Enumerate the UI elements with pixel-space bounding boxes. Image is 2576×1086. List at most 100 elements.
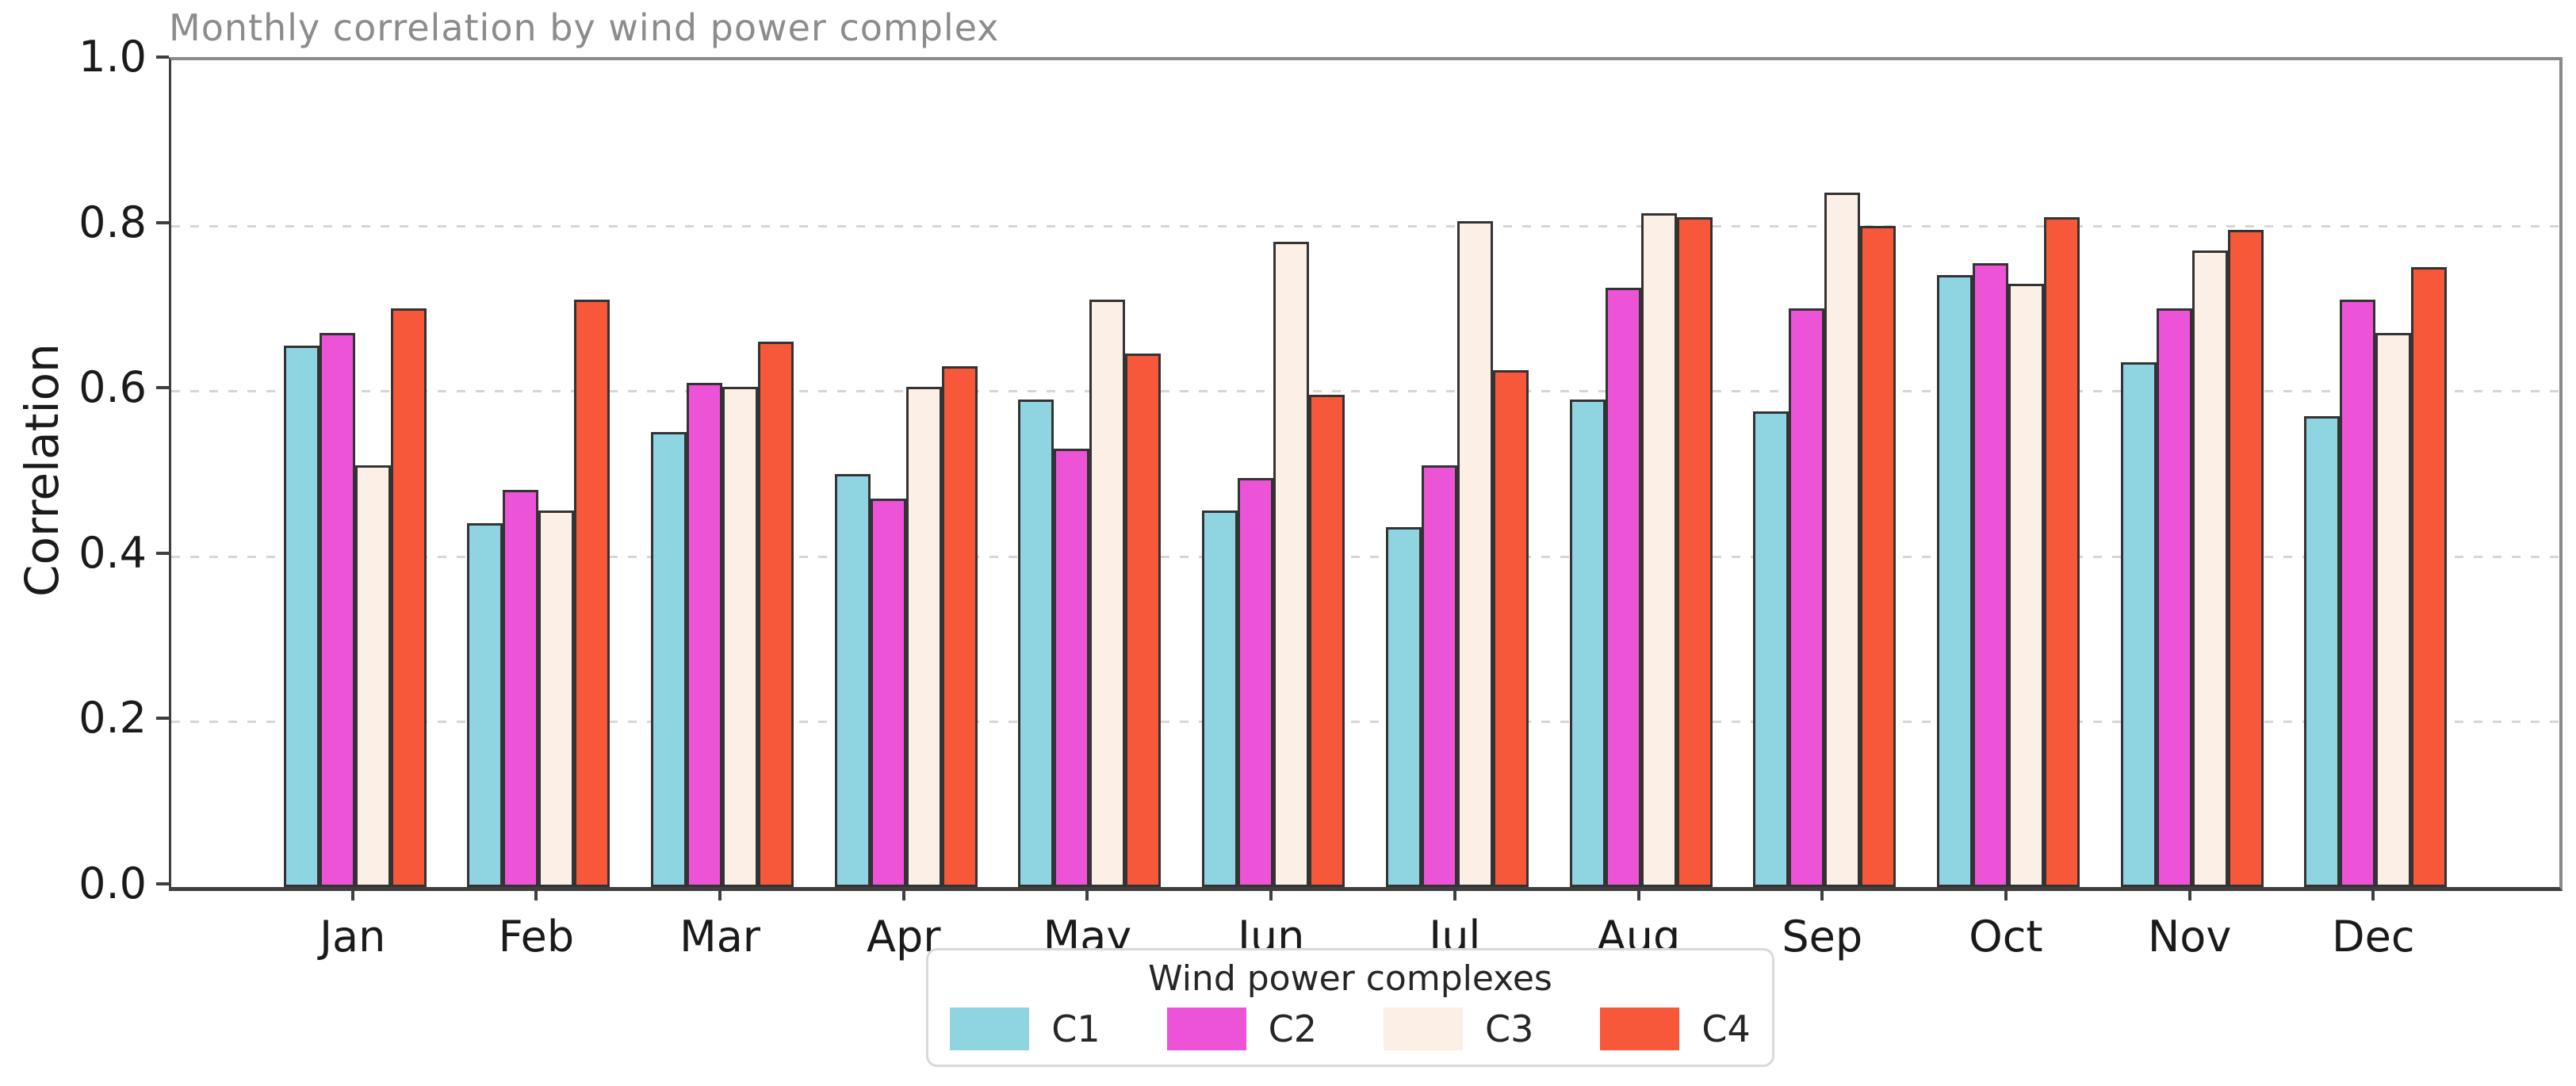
bar-jan-c2: [319, 333, 355, 887]
y-tick-label: 1.0: [78, 32, 147, 82]
bar-aug-c3: [1640, 212, 1677, 887]
bar-aug-c1: [1569, 399, 1606, 887]
bar-feb-c3: [538, 510, 575, 887]
legend-entry-c1: C1: [950, 1008, 1100, 1050]
bar-feb-c4: [574, 300, 611, 887]
bar-jul-c1: [1385, 527, 1422, 887]
bar-mar-c3: [722, 387, 759, 887]
bar-jul-c3: [1456, 221, 1493, 887]
legend: Wind power complexes C1 C2 C3 C4: [926, 948, 1774, 1067]
x-tick-label: Jan: [320, 912, 386, 962]
bar-dec-c4: [2411, 266, 2448, 887]
y-tick: [156, 882, 169, 885]
x-tick-label: Mar: [679, 912, 760, 962]
bar-jan-c4: [390, 308, 427, 887]
legend-swatch-c3: [1384, 1008, 1463, 1050]
bar-aug-c2: [1605, 287, 1641, 887]
y-tick: [156, 55, 169, 59]
legend-label: C2: [1268, 1008, 1317, 1050]
x-tick: [1269, 888, 1273, 901]
x-tick: [901, 888, 905, 901]
bar-apr-c2: [870, 498, 906, 887]
bar-jun-c2: [1238, 477, 1274, 887]
bar-may-c1: [1018, 399, 1055, 887]
gridline: [171, 555, 2559, 558]
x-tick: [2371, 888, 2375, 901]
x-tick: [1453, 888, 1456, 901]
gridline: [171, 721, 2559, 724]
x-tick: [1085, 888, 1089, 901]
legend-label: C3: [1485, 1008, 1534, 1050]
x-tick-label: Oct: [1969, 912, 2043, 962]
bar-jun-c1: [1202, 510, 1238, 887]
gridline: [171, 390, 2559, 393]
x-tick: [718, 888, 722, 901]
y-tick-label: 0.2: [78, 693, 147, 744]
bar-jan-c1: [283, 345, 320, 887]
bar-sep-c1: [1753, 411, 1789, 887]
bar-sep-c3: [1824, 192, 1861, 887]
legend-entry-c2: C2: [1166, 1008, 1317, 1050]
bar-oct-c3: [2008, 283, 2044, 887]
y-tick-label: 0.8: [78, 197, 147, 247]
bar-dec-c2: [2340, 300, 2376, 887]
bar-may-c3: [1089, 300, 1126, 887]
bar-jun-c4: [1309, 395, 1345, 887]
x-tick: [534, 888, 538, 901]
bar-oct-c1: [1936, 275, 1973, 887]
x-tick: [350, 888, 354, 901]
bar-feb-c2: [503, 490, 539, 887]
legend-row: C1 C2 C3 C4: [950, 1008, 1751, 1050]
legend-label: C1: [1051, 1008, 1100, 1050]
gridline: [171, 224, 2559, 228]
y-tick-label: 0.4: [78, 527, 147, 578]
legend-entry-c3: C3: [1384, 1008, 1533, 1050]
y-tick: [156, 220, 169, 224]
bar-apr-c1: [834, 473, 871, 887]
bar-nov-c3: [2191, 250, 2228, 887]
chart-title: Monthly correlation by wind power comple…: [169, 6, 1000, 49]
bar-oct-c4: [2043, 217, 2080, 887]
bar-mar-c1: [651, 432, 687, 887]
legend-label: C4: [1701, 1008, 1751, 1050]
x-tick: [1636, 888, 1640, 901]
bar-nov-c1: [2120, 361, 2157, 887]
y-tick: [156, 551, 169, 555]
bar-mar-c2: [687, 382, 723, 887]
bar-may-c4: [1125, 354, 1162, 887]
x-tick-label: Sep: [1782, 912, 1863, 962]
bar-nov-c4: [2227, 229, 2264, 887]
x-tick-label: Feb: [498, 912, 575, 962]
bar-nov-c2: [2156, 308, 2192, 887]
y-tick-label: 0.0: [78, 858, 147, 908]
bar-feb-c1: [467, 523, 503, 887]
bar-sep-c4: [1860, 225, 1897, 887]
bar-jul-c4: [1492, 370, 1529, 887]
bar-aug-c4: [1676, 217, 1713, 887]
bar-jun-c3: [1273, 242, 1310, 887]
bar-apr-c3: [905, 387, 942, 887]
legend-swatch-c1: [950, 1008, 1030, 1050]
x-tick: [2187, 888, 2191, 901]
bar-dec-c1: [2304, 415, 2341, 887]
legend-swatch-c4: [1600, 1008, 1680, 1050]
x-tick: [1820, 888, 1824, 901]
bar-may-c2: [1054, 449, 1090, 887]
x-tick: [2004, 888, 2008, 901]
bar-jan-c3: [354, 465, 391, 887]
bar-dec-c3: [2375, 333, 2412, 887]
y-tick: [156, 386, 169, 390]
bar-jul-c2: [1421, 465, 1457, 887]
x-tick-label: Dec: [2332, 912, 2415, 962]
y-tick-label: 0.6: [78, 362, 147, 413]
plot-area: [169, 57, 2563, 891]
legend-title: Wind power complexes: [1148, 958, 1552, 999]
legend-swatch-c2: [1166, 1008, 1246, 1050]
y-axis-label: Correlation: [15, 343, 69, 598]
y-tick: [156, 717, 169, 721]
bar-oct-c2: [1972, 262, 2008, 887]
bar-mar-c4: [758, 341, 794, 887]
legend-entry-c4: C4: [1600, 1008, 1751, 1050]
bar-sep-c2: [1789, 308, 1825, 887]
